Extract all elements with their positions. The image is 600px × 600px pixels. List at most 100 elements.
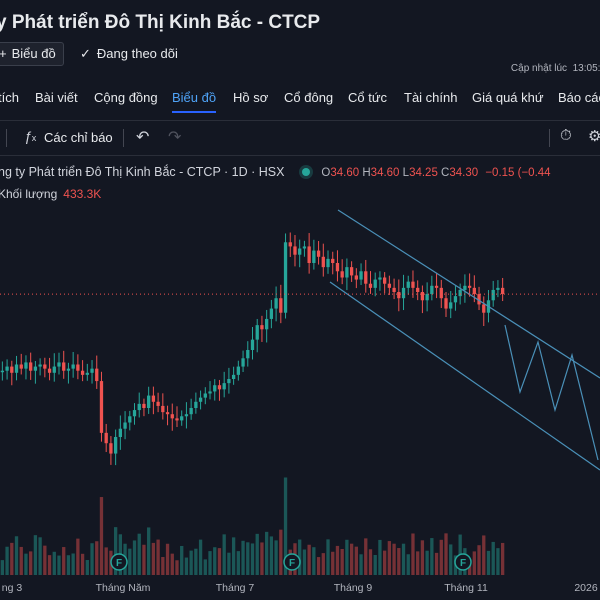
volume-bar	[302, 549, 307, 575]
volume-bar	[439, 539, 443, 575]
undo-icon[interactable]: ↶	[136, 129, 150, 146]
volume-legend: Khối lượng 433.3K	[0, 187, 101, 201]
projected-zigzag	[504, 324, 599, 461]
candle-body	[434, 285, 439, 288]
high-key: H	[362, 167, 371, 179]
tab-price-history[interactable]: Giá quá khứ	[472, 90, 544, 105]
chart-legend: ng ty Phát triển Đô Thị Kinh Bắc - CTCP …	[0, 165, 551, 179]
volume-bar	[33, 535, 38, 575]
volume-bar	[321, 553, 325, 575]
volume-bar	[425, 550, 429, 575]
volume-bar	[80, 553, 85, 575]
tab-community[interactable]: Cộng đồng	[94, 90, 158, 105]
toolbar-divider	[6, 129, 7, 147]
candle-body	[411, 281, 415, 288]
volume-bar	[213, 547, 217, 575]
candle-body	[397, 292, 401, 299]
tab-dividends[interactable]: Cổ tức	[348, 90, 388, 105]
volume-bar	[401, 543, 406, 575]
candle-body	[241, 358, 245, 367]
volume-bar	[0, 560, 5, 575]
chart-button[interactable]: + Biểu đồ	[0, 42, 64, 66]
x-tick-label: ng 3	[2, 582, 23, 594]
candle-body	[335, 263, 340, 272]
candle-body	[151, 395, 156, 402]
candle-body	[482, 304, 486, 313]
volume-bar	[147, 527, 151, 575]
candle-body	[307, 246, 311, 263]
candle-body	[425, 294, 429, 301]
candle-body	[19, 364, 23, 369]
x-tick-label: Tháng 7	[216, 582, 255, 594]
tab-profile[interactable]: Hồ sơ	[233, 90, 269, 105]
volume-bar	[66, 555, 71, 575]
candle-body	[189, 408, 193, 415]
volume-bar	[397, 548, 401, 575]
settings-icon[interactable]: ⚙	[588, 128, 600, 145]
alert-clock-icon[interactable]: ⏱	[560, 127, 572, 144]
volume-bar	[283, 477, 288, 575]
candle-body	[444, 298, 448, 309]
candle-body	[85, 372, 89, 375]
volume-bar	[76, 538, 80, 575]
candle-body	[76, 364, 80, 371]
chart-toolbar: ƒx Các chỉ báo ↶ ↷ ⏱ ⚙	[0, 120, 600, 156]
volume-bar	[85, 560, 89, 575]
volume-bar	[194, 548, 198, 575]
volume-bar	[274, 540, 278, 575]
candle-body	[477, 294, 481, 305]
candle-body	[14, 364, 19, 373]
candle-body	[161, 405, 165, 413]
volume-bar	[132, 540, 137, 575]
volume-bar	[137, 533, 141, 575]
candle-body	[246, 350, 250, 359]
candle-body	[387, 283, 392, 288]
tab-shareholders[interactable]: Cổ đông	[284, 90, 334, 105]
tab-reports[interactable]: Báo các	[558, 90, 600, 105]
candle-body	[288, 242, 292, 247]
candle-body	[453, 296, 458, 303]
tab-analysis[interactable]: tích	[0, 90, 19, 105]
candle-body	[359, 271, 363, 280]
redo-icon[interactable]: ↷	[168, 129, 182, 146]
volume-bar	[472, 551, 476, 575]
tab-financials[interactable]: Tài chính	[404, 90, 458, 105]
candle-body	[312, 250, 316, 263]
candle-body	[392, 287, 396, 292]
x-axis-labels: ng 3 Tháng Năm Tháng 7 Tháng 9 Tháng 11 2026	[2, 582, 598, 594]
volume-bar	[260, 542, 264, 575]
volume-bar	[430, 538, 434, 575]
indicators-button[interactable]: Các chỉ báo	[44, 130, 113, 145]
follow-button-label: Đang theo dõi	[96, 46, 178, 61]
candle-body	[62, 362, 66, 371]
volume-bar	[180, 545, 184, 575]
close-value: 34.30	[449, 167, 479, 179]
candle-body	[118, 428, 123, 437]
candle-body	[326, 258, 330, 268]
candle-body	[354, 275, 358, 280]
tab-posts[interactable]: Bài viết	[35, 90, 78, 105]
candle-body	[43, 364, 47, 369]
tab-chart[interactable]: Biểu đồ	[172, 90, 217, 105]
candle-body	[90, 368, 94, 373]
volume-bar	[90, 543, 94, 575]
volume-bar	[128, 548, 132, 575]
candle-body	[227, 379, 231, 384]
volume-bar	[241, 540, 245, 575]
volume-bar	[345, 539, 349, 575]
follow-button[interactable]: ✓ Đang theo dõi	[80, 46, 178, 62]
volume-bar	[477, 545, 481, 575]
candle-body	[298, 248, 302, 255]
candle-body	[52, 366, 56, 373]
candle-body	[430, 285, 434, 295]
volume-bar	[340, 548, 344, 575]
candle-body	[316, 250, 321, 257]
candle-body	[260, 325, 264, 330]
change-value: −0.15 (−0.44	[485, 167, 551, 179]
candle-body	[180, 416, 184, 421]
volume-bar	[203, 559, 207, 575]
candle-body	[472, 287, 476, 295]
function-icon[interactable]: ƒx	[24, 128, 37, 144]
event-marker-label: F	[289, 558, 295, 569]
